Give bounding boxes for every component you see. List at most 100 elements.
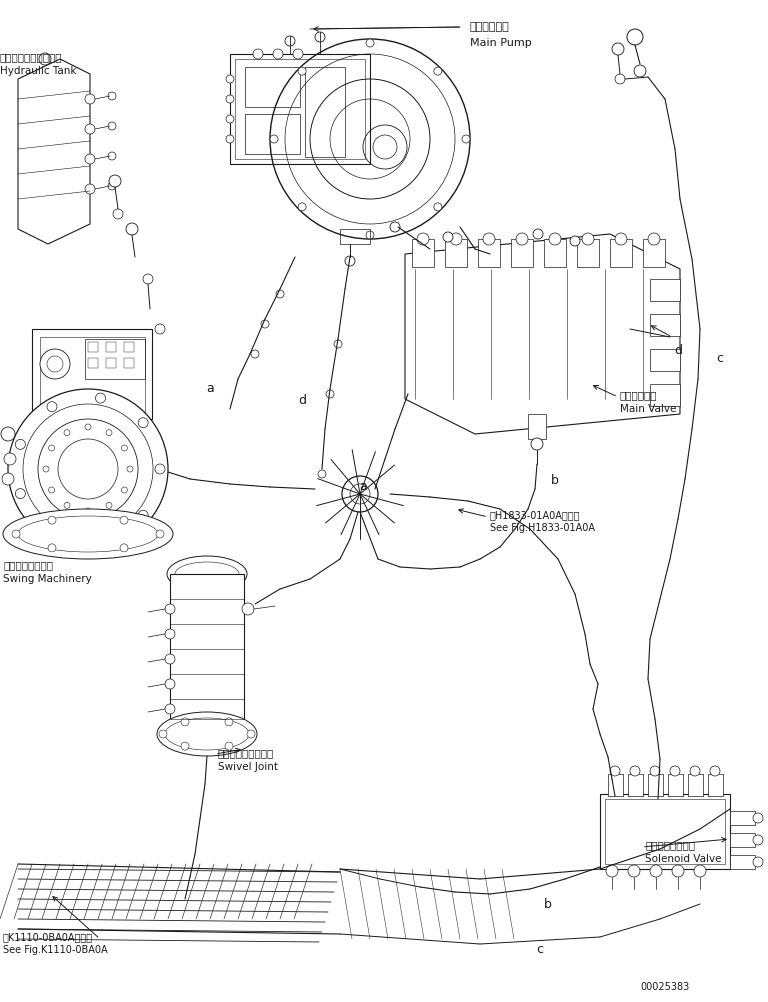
Circle shape bbox=[165, 629, 175, 639]
Circle shape bbox=[298, 68, 306, 76]
Bar bbox=[730, 812, 755, 826]
Bar bbox=[730, 834, 755, 847]
Circle shape bbox=[366, 231, 374, 239]
Circle shape bbox=[390, 222, 400, 232]
Bar bbox=[412, 239, 434, 268]
Circle shape bbox=[126, 223, 138, 235]
Bar bbox=[340, 229, 370, 244]
Circle shape bbox=[108, 182, 116, 190]
Bar bbox=[528, 415, 546, 440]
Circle shape bbox=[226, 136, 234, 144]
Circle shape bbox=[4, 454, 16, 466]
Circle shape bbox=[165, 679, 175, 689]
Circle shape bbox=[247, 730, 255, 738]
Text: c: c bbox=[537, 943, 544, 956]
Bar bbox=[708, 775, 723, 797]
Bar bbox=[610, 239, 632, 268]
Text: d: d bbox=[674, 343, 682, 356]
Circle shape bbox=[753, 814, 763, 824]
Circle shape bbox=[120, 544, 128, 552]
Circle shape bbox=[345, 257, 355, 267]
Circle shape bbox=[242, 603, 254, 615]
Circle shape bbox=[109, 175, 121, 187]
Bar bbox=[628, 775, 643, 797]
Circle shape bbox=[251, 351, 259, 359]
Bar bbox=[88, 343, 98, 353]
Circle shape bbox=[615, 233, 627, 245]
Circle shape bbox=[2, 474, 14, 486]
Circle shape bbox=[226, 96, 234, 104]
Text: Main Valve: Main Valve bbox=[620, 404, 677, 414]
Circle shape bbox=[648, 233, 660, 245]
Circle shape bbox=[570, 236, 580, 246]
Circle shape bbox=[113, 209, 123, 219]
Bar bbox=[600, 795, 730, 869]
Text: スイベルジョイント: スイベルジョイント bbox=[218, 747, 274, 758]
Text: a: a bbox=[359, 479, 367, 492]
Circle shape bbox=[181, 718, 189, 726]
Circle shape bbox=[165, 604, 175, 614]
Circle shape bbox=[298, 203, 306, 211]
Bar bbox=[643, 239, 665, 268]
Circle shape bbox=[85, 155, 95, 165]
Circle shape bbox=[108, 93, 116, 101]
Circle shape bbox=[1, 428, 15, 442]
Circle shape bbox=[531, 439, 543, 451]
Circle shape bbox=[318, 471, 326, 479]
Circle shape bbox=[95, 535, 105, 545]
Circle shape bbox=[15, 440, 25, 450]
Circle shape bbox=[85, 125, 95, 135]
Bar bbox=[32, 330, 152, 420]
Text: スイングマシナリ: スイングマシナリ bbox=[3, 559, 53, 569]
Circle shape bbox=[273, 50, 283, 60]
Circle shape bbox=[610, 767, 620, 777]
Bar bbox=[650, 280, 680, 302]
Ellipse shape bbox=[157, 712, 257, 757]
Bar bbox=[478, 239, 500, 268]
Ellipse shape bbox=[3, 509, 173, 559]
Polygon shape bbox=[18, 60, 90, 244]
Polygon shape bbox=[405, 234, 680, 435]
Circle shape bbox=[225, 742, 233, 750]
Bar bbox=[305, 68, 345, 158]
Bar bbox=[544, 239, 566, 268]
Circle shape bbox=[326, 391, 334, 399]
Circle shape bbox=[670, 767, 680, 777]
Circle shape bbox=[650, 767, 660, 777]
Text: 第K1110-0BA0A図参照: 第K1110-0BA0A図参照 bbox=[3, 931, 93, 941]
Circle shape bbox=[48, 517, 56, 525]
Text: c: c bbox=[717, 351, 723, 364]
Circle shape bbox=[450, 233, 462, 245]
Text: ソレノイドバルブ: ソレノイドバルブ bbox=[645, 839, 695, 849]
Circle shape bbox=[516, 233, 528, 245]
Bar bbox=[230, 55, 370, 165]
Circle shape bbox=[85, 95, 95, 105]
Bar bbox=[608, 775, 623, 797]
Text: ハイドロリックタンク: ハイドロリックタンク bbox=[0, 52, 62, 62]
Circle shape bbox=[434, 203, 442, 211]
Bar bbox=[511, 239, 533, 268]
Bar bbox=[650, 350, 680, 372]
Bar bbox=[106, 359, 116, 369]
Circle shape bbox=[39, 54, 51, 66]
Bar bbox=[170, 574, 244, 734]
Circle shape bbox=[630, 767, 640, 777]
Bar bbox=[650, 315, 680, 337]
Circle shape bbox=[293, 50, 303, 60]
Bar bbox=[668, 775, 683, 797]
Bar bbox=[577, 239, 599, 268]
Bar bbox=[688, 775, 703, 797]
Text: Solenoid Valve: Solenoid Valve bbox=[645, 853, 721, 863]
Bar bbox=[245, 115, 300, 155]
Circle shape bbox=[138, 418, 148, 428]
Bar bbox=[648, 775, 663, 797]
Circle shape bbox=[443, 232, 453, 242]
Circle shape bbox=[181, 742, 189, 750]
Circle shape bbox=[672, 865, 684, 877]
Circle shape bbox=[108, 123, 116, 131]
Circle shape bbox=[462, 136, 470, 144]
Text: See Fig.H1833-01A0A: See Fig.H1833-01A0A bbox=[490, 522, 595, 532]
Circle shape bbox=[159, 730, 167, 738]
Circle shape bbox=[315, 33, 325, 43]
Circle shape bbox=[12, 530, 20, 538]
